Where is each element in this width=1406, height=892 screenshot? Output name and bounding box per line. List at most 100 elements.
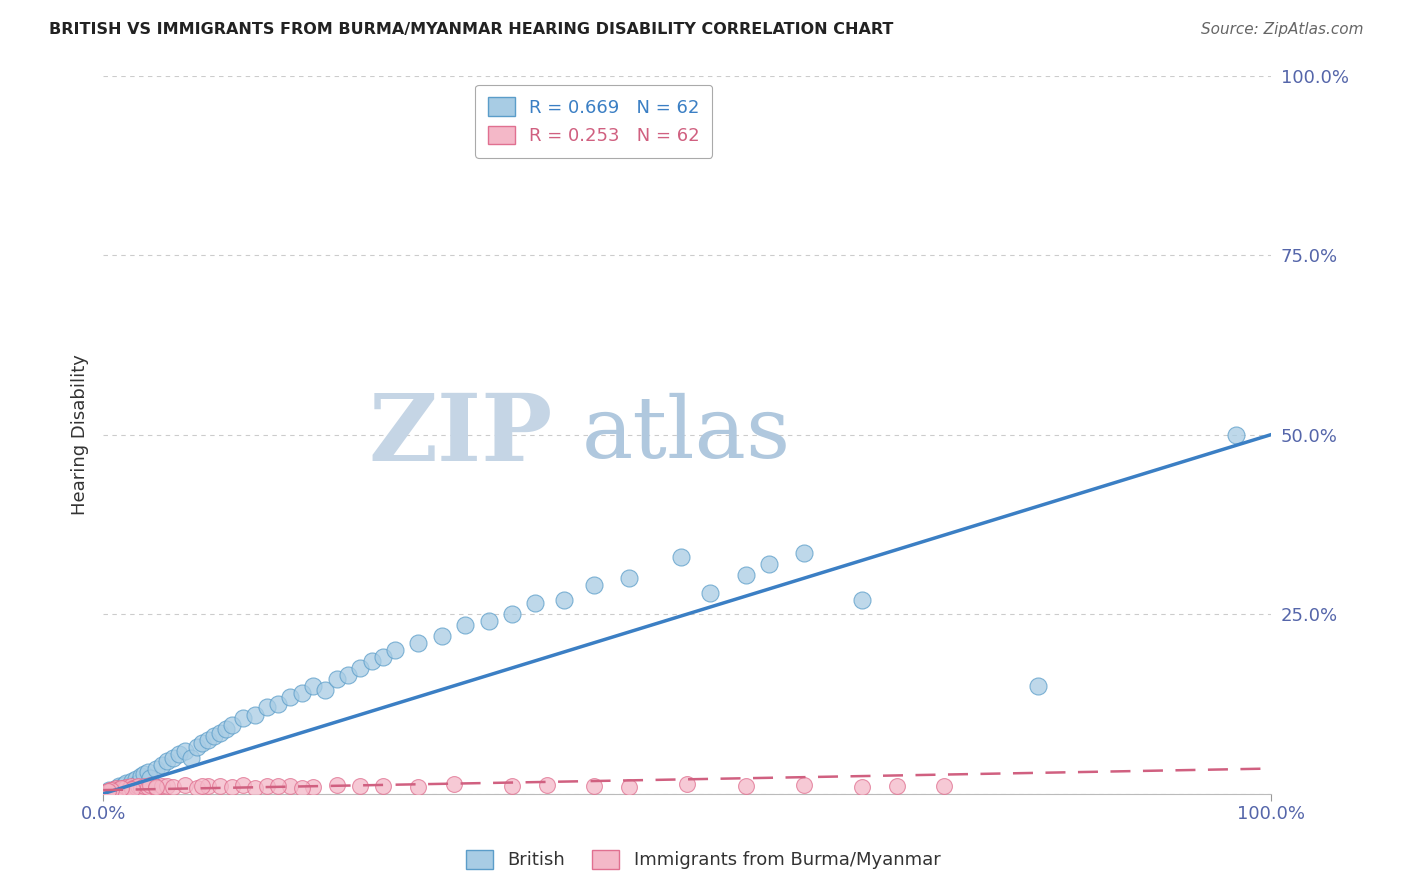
Point [139,778,162,792]
Point [208,780,231,794]
Point [129,780,152,795]
Point [408,780,430,795]
Point [202,729,225,743]
Point [243,780,266,795]
Point [97,784,120,798]
Point [186,739,208,754]
Text: BRITISH VS IMMIGRANTS FROM BURMA/MYANMAR HEARING DISABILITY CORRELATION CHART: BRITISH VS IMMIGRANTS FROM BURMA/MYANMAR… [49,22,894,37]
Point [167,747,190,761]
Point [197,779,219,793]
Point [582,578,605,592]
Point [699,585,721,599]
Point [221,718,243,732]
Point [325,778,347,792]
Point [127,779,149,793]
Point [278,690,301,704]
Point [98,783,121,797]
Point [267,697,290,711]
Point [104,782,127,797]
Point [325,672,347,686]
Point [162,751,184,765]
Point [758,557,780,571]
Point [132,766,155,780]
Point [186,780,208,795]
Point [156,755,179,769]
Text: ZIP: ZIP [368,390,553,480]
Point [443,777,465,791]
Point [127,776,149,790]
Point [793,778,815,792]
Point [111,781,134,796]
Point [337,668,360,682]
Legend: British, Immigrants from Burma/Myanmar: British, Immigrants from Burma/Myanmar [457,841,949,879]
Point [107,784,129,798]
Point [115,776,138,790]
Point [111,780,134,795]
Point [617,571,640,585]
Point [156,780,179,794]
Point [132,780,155,794]
Point [851,592,873,607]
Legend: R = 0.669   N = 62, R = 0.253   N = 62: R = 0.669 N = 62, R = 0.253 N = 62 [475,85,713,158]
Point [105,783,128,797]
Point [243,707,266,722]
Point [121,773,143,788]
Point [384,643,406,657]
Point [536,778,558,792]
Point [360,654,382,668]
Point [103,782,125,797]
Text: Source: ZipAtlas.com: Source: ZipAtlas.com [1201,22,1364,37]
Point [104,784,127,798]
Point [267,780,290,794]
Point [278,779,301,793]
Point [553,592,575,607]
Point [302,780,325,795]
Point [96,784,118,798]
Point [617,780,640,795]
Point [112,782,135,797]
Point [430,629,453,643]
Text: atlas: atlas [582,393,792,476]
Point [676,776,699,790]
Point [671,549,693,564]
Point [110,780,132,795]
Point [524,596,547,610]
Point [162,780,184,795]
Point [734,567,756,582]
Point [98,785,121,799]
Point [373,779,395,793]
Point [349,661,371,675]
Point [793,546,815,560]
Point [96,785,118,799]
Point [101,784,124,798]
Point [94,785,117,799]
Point [98,783,121,797]
Point [173,778,195,792]
Point [150,758,173,772]
Point [408,636,430,650]
Point [125,780,148,795]
Point [121,781,143,796]
Point [145,780,167,795]
Point [256,780,278,794]
Point [139,771,162,785]
Point [349,780,371,794]
Point [221,780,243,795]
Point [180,751,202,765]
Point [118,781,141,796]
Point [291,686,314,700]
Point [145,780,167,795]
Point [501,607,523,621]
Point [129,769,152,783]
Y-axis label: Hearing Disability: Hearing Disability [72,354,89,515]
Point [232,711,254,725]
Point [501,780,523,794]
Point [115,780,138,795]
Point [125,772,148,787]
Point [108,782,131,797]
Point [291,780,314,795]
Point [582,779,605,793]
Point [111,783,134,797]
Point [110,781,132,796]
Point [101,784,124,798]
